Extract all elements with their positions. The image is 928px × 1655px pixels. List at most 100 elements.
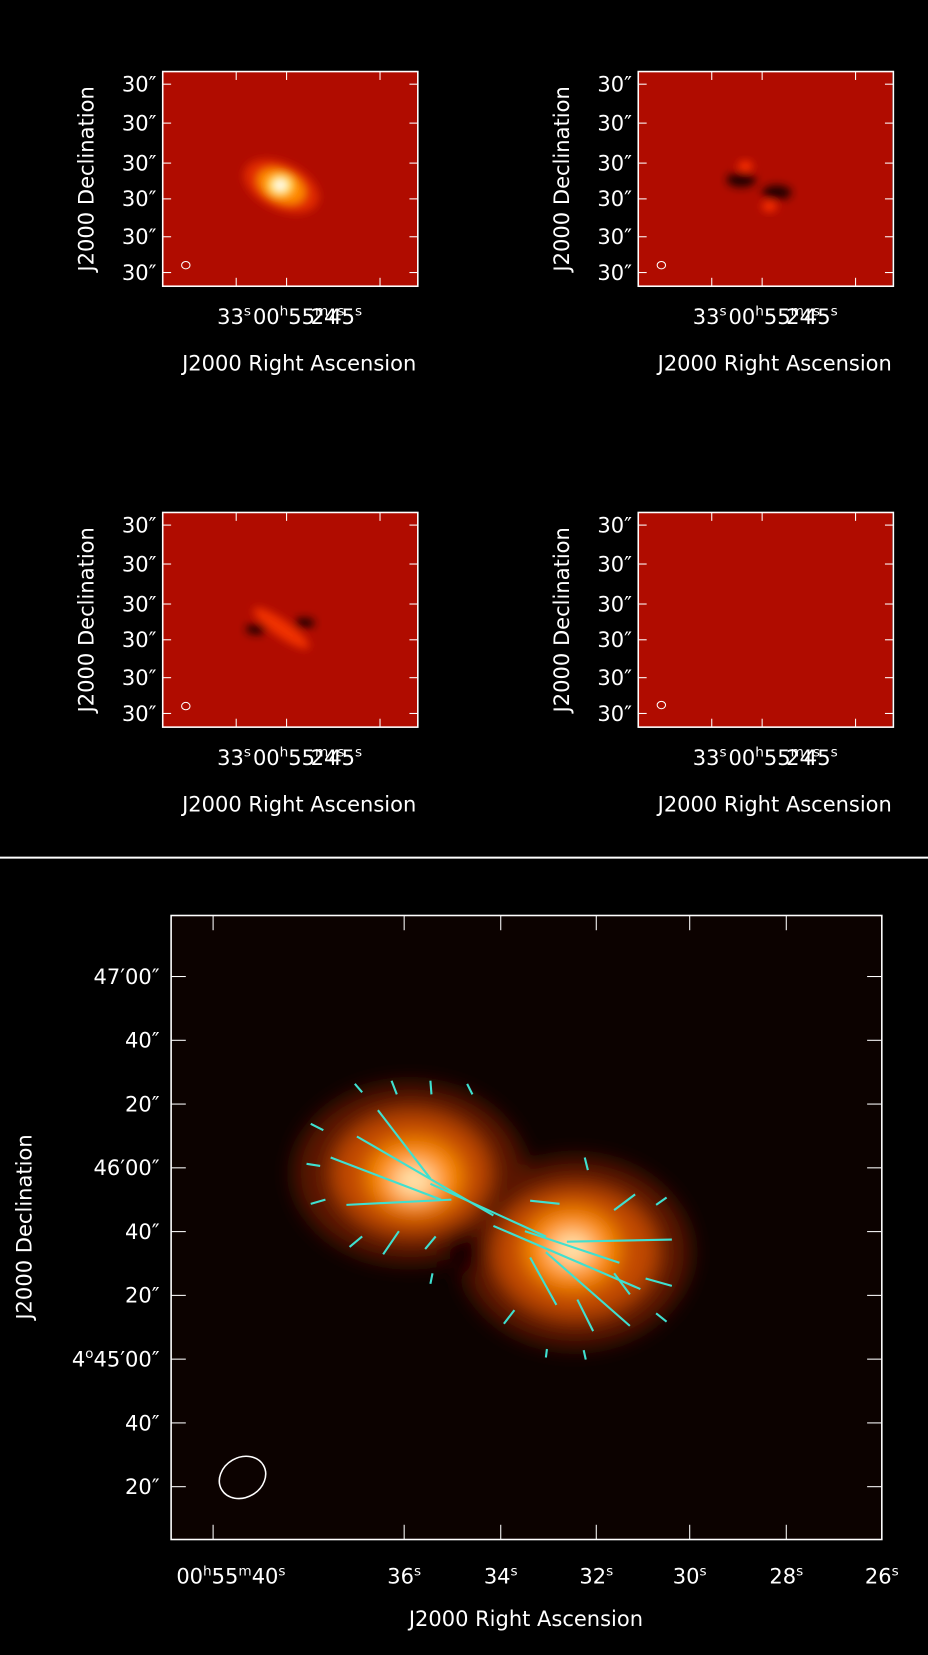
y-tick-label: 30″ [122,591,157,616]
tick-label: 24s [786,745,820,770]
x-axis-label: J2000 Right Ascension [180,350,416,375]
label-part: 00 [729,745,756,770]
y-tick-label: 30″ [122,512,157,537]
superscript: s [414,1563,421,1579]
x-axis-label: J2000 Right Ascension [180,791,416,816]
superscript: s [831,745,838,761]
label-part: 00 [253,745,280,770]
label-part: 40″ [125,1219,160,1244]
tick-label: 33s [217,745,251,770]
y-tick-label: 30″ [122,72,157,97]
label-part: 20″ [125,1091,160,1116]
tick-label: 33s [693,304,727,329]
y-tick-label: 30″ [597,551,632,576]
label-part: 00 [176,1564,203,1589]
label-part: 00 [253,304,280,329]
superscript: s [700,1563,707,1579]
y-tick-label: 30″ [122,627,157,652]
y-tick-label: 30″ [122,186,157,211]
tick-label: 4o45′00″ [72,1346,160,1371]
tick-label: 32s [579,1563,613,1588]
label-part: 33 [217,745,244,770]
y-tick-label: 30″ [122,224,157,249]
source-emission [726,161,792,212]
y-tick-label: 30″ [122,150,157,175]
tick-label: 24s [311,745,345,770]
source-emission [245,607,315,649]
superscript: h [755,304,764,320]
y-tick-label: 30″ [122,110,157,135]
y-tick-label: 30″ [597,512,632,537]
source-emission [293,1083,691,1347]
superscript: s [719,304,726,320]
tick-label: 36s [387,1563,421,1588]
superscript: h [280,745,289,761]
tick-label: 24s [311,304,345,329]
superscript: h [203,1563,212,1579]
label-part: 36 [387,1564,414,1589]
tick-label: 33s [693,745,727,770]
superscript: s [606,1563,613,1579]
y-axis-label: J2000 Declination [73,86,98,273]
stokes-v-image [638,512,893,728]
label-part: 24 [786,745,813,770]
tick-label: 00h55m45s [253,304,362,329]
superscript: s [337,745,344,761]
superscript: s [244,304,251,320]
label-part: 30 [673,1564,700,1589]
beam-ellipses [181,260,667,1500]
label-part: 24 [786,304,813,329]
plot-frame [637,70,895,288]
plot-frame [170,914,883,1541]
x-axis-label: J2000 Right Ascension [656,791,892,816]
tick-label: 00h55m45s [729,304,838,329]
label-part: 24 [311,304,338,329]
tick-label: 33s [217,304,251,329]
tick-label: 00h55m45s [253,745,362,770]
superscript: s [511,1563,518,1579]
y-tick-label: 30″ [597,72,632,97]
tick-label: 00h55m45s [729,745,838,770]
y-tick-label: 30″ [122,665,157,690]
label-part: 40 [252,1564,279,1589]
label-part: 55 [288,304,315,329]
tick-label: 20″ [125,1091,160,1116]
label-part: 45 [804,745,831,770]
label-part: 20″ [125,1283,160,1308]
y-tick-label: 30″ [597,260,632,285]
superscript: h [280,304,289,320]
superscript: s [355,745,362,761]
y-tick-label: 30″ [597,224,632,249]
label-part: 33 [217,304,244,329]
y-tick-label: 30″ [597,665,632,690]
y-tick-label: 30″ [597,627,632,652]
superscript: m [238,1563,251,1579]
stokes-q-image [638,71,893,287]
label-part: 28 [769,1564,796,1589]
label-part: 24 [311,745,338,770]
superscript: s [278,1563,285,1579]
superscript: s [831,304,838,320]
label-part: 55 [764,304,791,329]
tick-label: 20″ [125,1283,160,1308]
tick-label: 40″ [125,1410,160,1435]
label-part: 40″ [125,1028,160,1053]
y-axis-label: J2000 Declination [73,527,98,714]
y-tick-label: 30″ [597,110,632,135]
label-part: 40″ [125,1410,160,1435]
y-tick-label: 30″ [597,701,632,726]
y-tick-label: 30″ [122,260,157,285]
superscript: s [813,745,820,761]
source-emission [243,159,319,214]
label-part: 32 [579,1564,606,1589]
label-part: 20″ [125,1474,160,1499]
y-tick-label: 30″ [597,150,632,175]
y-axis-label: J2000 Declination [12,1134,37,1321]
stokes-u-image [162,512,418,728]
polarization-vectors [306,1080,673,1360]
label-part: 4 [72,1346,85,1371]
plot-frame [637,511,895,728]
label-part: 45 [328,304,355,329]
